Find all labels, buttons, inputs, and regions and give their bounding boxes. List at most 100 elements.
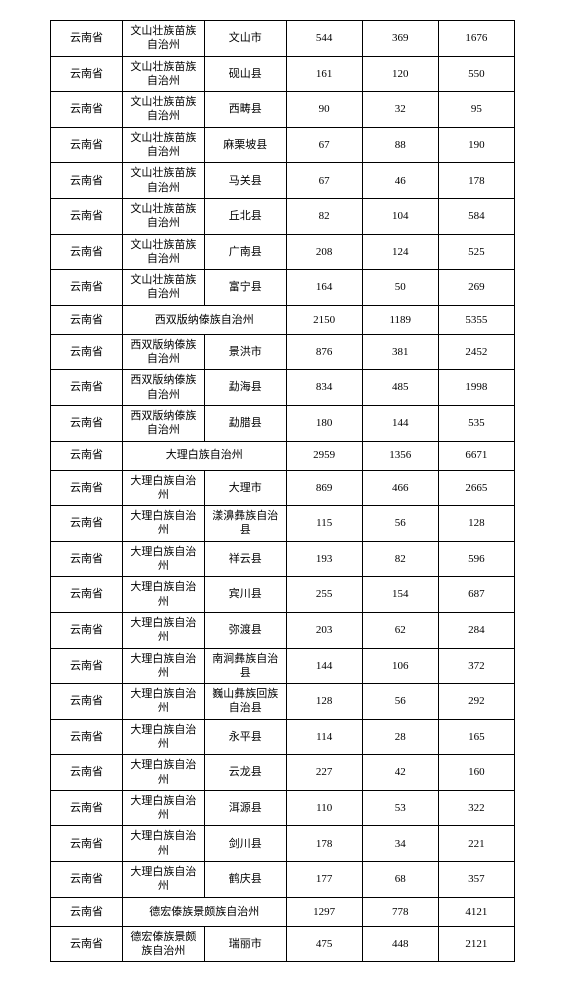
cell-province: 云南省 <box>51 755 123 791</box>
cell-county: 马关县 <box>204 163 286 199</box>
cell-v2: 120 <box>362 56 438 92</box>
cell-v3: 160 <box>438 755 514 791</box>
cell-province: 云南省 <box>51 577 123 613</box>
cell-county: 瑞丽市 <box>204 926 286 962</box>
cell-v1: 227 <box>286 755 362 791</box>
cell-v3: 687 <box>438 577 514 613</box>
cell-county: 西畴县 <box>204 92 286 128</box>
table-row: 云南省西双版纳傣族自治州215011895355 <box>51 305 515 334</box>
table-row: 云南省大理白族自治州剑川县17834221 <box>51 826 515 862</box>
table-row: 云南省大理白族自治州295913566671 <box>51 441 515 470</box>
cell-prefecture: 大理白族自治州 <box>122 684 204 720</box>
cell-prefecture: 文山壮族苗族自治州 <box>122 56 204 92</box>
cell-v2: 448 <box>362 926 438 962</box>
cell-province: 云南省 <box>51 684 123 720</box>
cell-v1: 164 <box>286 270 362 306</box>
data-table: 云南省文山壮族苗族自治州文山市5443691676云南省文山壮族苗族自治州砚山县… <box>50 20 515 962</box>
cell-county: 砚山县 <box>204 56 286 92</box>
cell-v1: 544 <box>286 21 362 57</box>
cell-v3: 584 <box>438 198 514 234</box>
cell-v1: 208 <box>286 234 362 270</box>
cell-v2: 1356 <box>362 441 438 470</box>
table-row: 云南省文山壮族苗族自治州麻栗坡县6788190 <box>51 127 515 163</box>
cell-v3: 292 <box>438 684 514 720</box>
cell-prefecture-merged: 大理白族自治州 <box>122 441 286 470</box>
cell-county: 剑川县 <box>204 826 286 862</box>
cell-county: 巍山彝族回族自治县 <box>204 684 286 720</box>
table-row: 云南省大理白族自治州永平县11428165 <box>51 719 515 755</box>
cell-county: 丘北县 <box>204 198 286 234</box>
cell-v1: 177 <box>286 862 362 898</box>
cell-prefecture: 文山壮族苗族自治州 <box>122 270 204 306</box>
cell-county: 勐腊县 <box>204 405 286 441</box>
cell-prefecture: 大理白族自治州 <box>122 612 204 648</box>
cell-province: 云南省 <box>51 506 123 542</box>
cell-v3: 5355 <box>438 305 514 334</box>
cell-v3: 269 <box>438 270 514 306</box>
cell-v2: 28 <box>362 719 438 755</box>
cell-county: 云龙县 <box>204 755 286 791</box>
cell-v2: 104 <box>362 198 438 234</box>
cell-province: 云南省 <box>51 648 123 684</box>
cell-province: 云南省 <box>51 862 123 898</box>
cell-county: 南涧彝族自治县 <box>204 648 286 684</box>
cell-prefecture: 大理白族自治州 <box>122 790 204 826</box>
cell-v2: 1189 <box>362 305 438 334</box>
cell-province: 云南省 <box>51 897 123 926</box>
cell-prefecture: 文山壮族苗族自治州 <box>122 234 204 270</box>
table-row: 云南省西双版纳傣族自治州景洪市8763812452 <box>51 334 515 370</box>
cell-v3: 372 <box>438 648 514 684</box>
cell-prefecture: 大理白族自治州 <box>122 755 204 791</box>
cell-v2: 144 <box>362 405 438 441</box>
cell-v2: 42 <box>362 755 438 791</box>
cell-province: 云南省 <box>51 790 123 826</box>
cell-prefecture: 西双版纳傣族自治州 <box>122 334 204 370</box>
cell-province: 云南省 <box>51 370 123 406</box>
cell-v1: 67 <box>286 127 362 163</box>
cell-county: 广南县 <box>204 234 286 270</box>
cell-v1: 475 <box>286 926 362 962</box>
cell-province: 云南省 <box>51 826 123 862</box>
table-row: 云南省大理白族自治州鹤庆县17768357 <box>51 862 515 898</box>
cell-v2: 466 <box>362 470 438 506</box>
cell-province: 云南省 <box>51 612 123 648</box>
table-row: 云南省大理白族自治州洱源县11053322 <box>51 790 515 826</box>
cell-v3: 178 <box>438 163 514 199</box>
cell-province: 云南省 <box>51 21 123 57</box>
cell-county: 景洪市 <box>204 334 286 370</box>
table-row: 云南省文山壮族苗族自治州砚山县161120550 <box>51 56 515 92</box>
cell-v2: 778 <box>362 897 438 926</box>
cell-province: 云南省 <box>51 234 123 270</box>
cell-v2: 88 <box>362 127 438 163</box>
table-row: 云南省西双版纳傣族自治州勐海县8344851998 <box>51 370 515 406</box>
cell-prefecture: 西双版纳傣族自治州 <box>122 405 204 441</box>
cell-province: 云南省 <box>51 441 123 470</box>
cell-prefecture: 大理白族自治州 <box>122 648 204 684</box>
cell-v2: 62 <box>362 612 438 648</box>
cell-county: 漾濞彝族自治县 <box>204 506 286 542</box>
cell-province: 云南省 <box>51 926 123 962</box>
table-row: 云南省德宏傣族景颇族自治州12977784121 <box>51 897 515 926</box>
cell-v1: 2150 <box>286 305 362 334</box>
cell-prefecture: 大理白族自治州 <box>122 719 204 755</box>
cell-province: 云南省 <box>51 719 123 755</box>
table-row: 云南省文山壮族苗族自治州广南县208124525 <box>51 234 515 270</box>
cell-v3: 525 <box>438 234 514 270</box>
cell-province: 云南省 <box>51 270 123 306</box>
cell-province: 云南省 <box>51 470 123 506</box>
cell-prefecture: 文山壮族苗族自治州 <box>122 92 204 128</box>
cell-v1: 67 <box>286 163 362 199</box>
cell-v2: 68 <box>362 862 438 898</box>
cell-province: 云南省 <box>51 334 123 370</box>
cell-v2: 46 <box>362 163 438 199</box>
table-row: 云南省大理白族自治州大理市8694662665 <box>51 470 515 506</box>
table-row: 云南省大理白族自治州宾川县255154687 <box>51 577 515 613</box>
cell-v1: 128 <box>286 684 362 720</box>
cell-prefecture: 大理白族自治州 <box>122 577 204 613</box>
cell-v1: 82 <box>286 198 362 234</box>
cell-province: 云南省 <box>51 92 123 128</box>
cell-v1: 869 <box>286 470 362 506</box>
cell-v3: 550 <box>438 56 514 92</box>
cell-v2: 124 <box>362 234 438 270</box>
cell-v3: 1676 <box>438 21 514 57</box>
